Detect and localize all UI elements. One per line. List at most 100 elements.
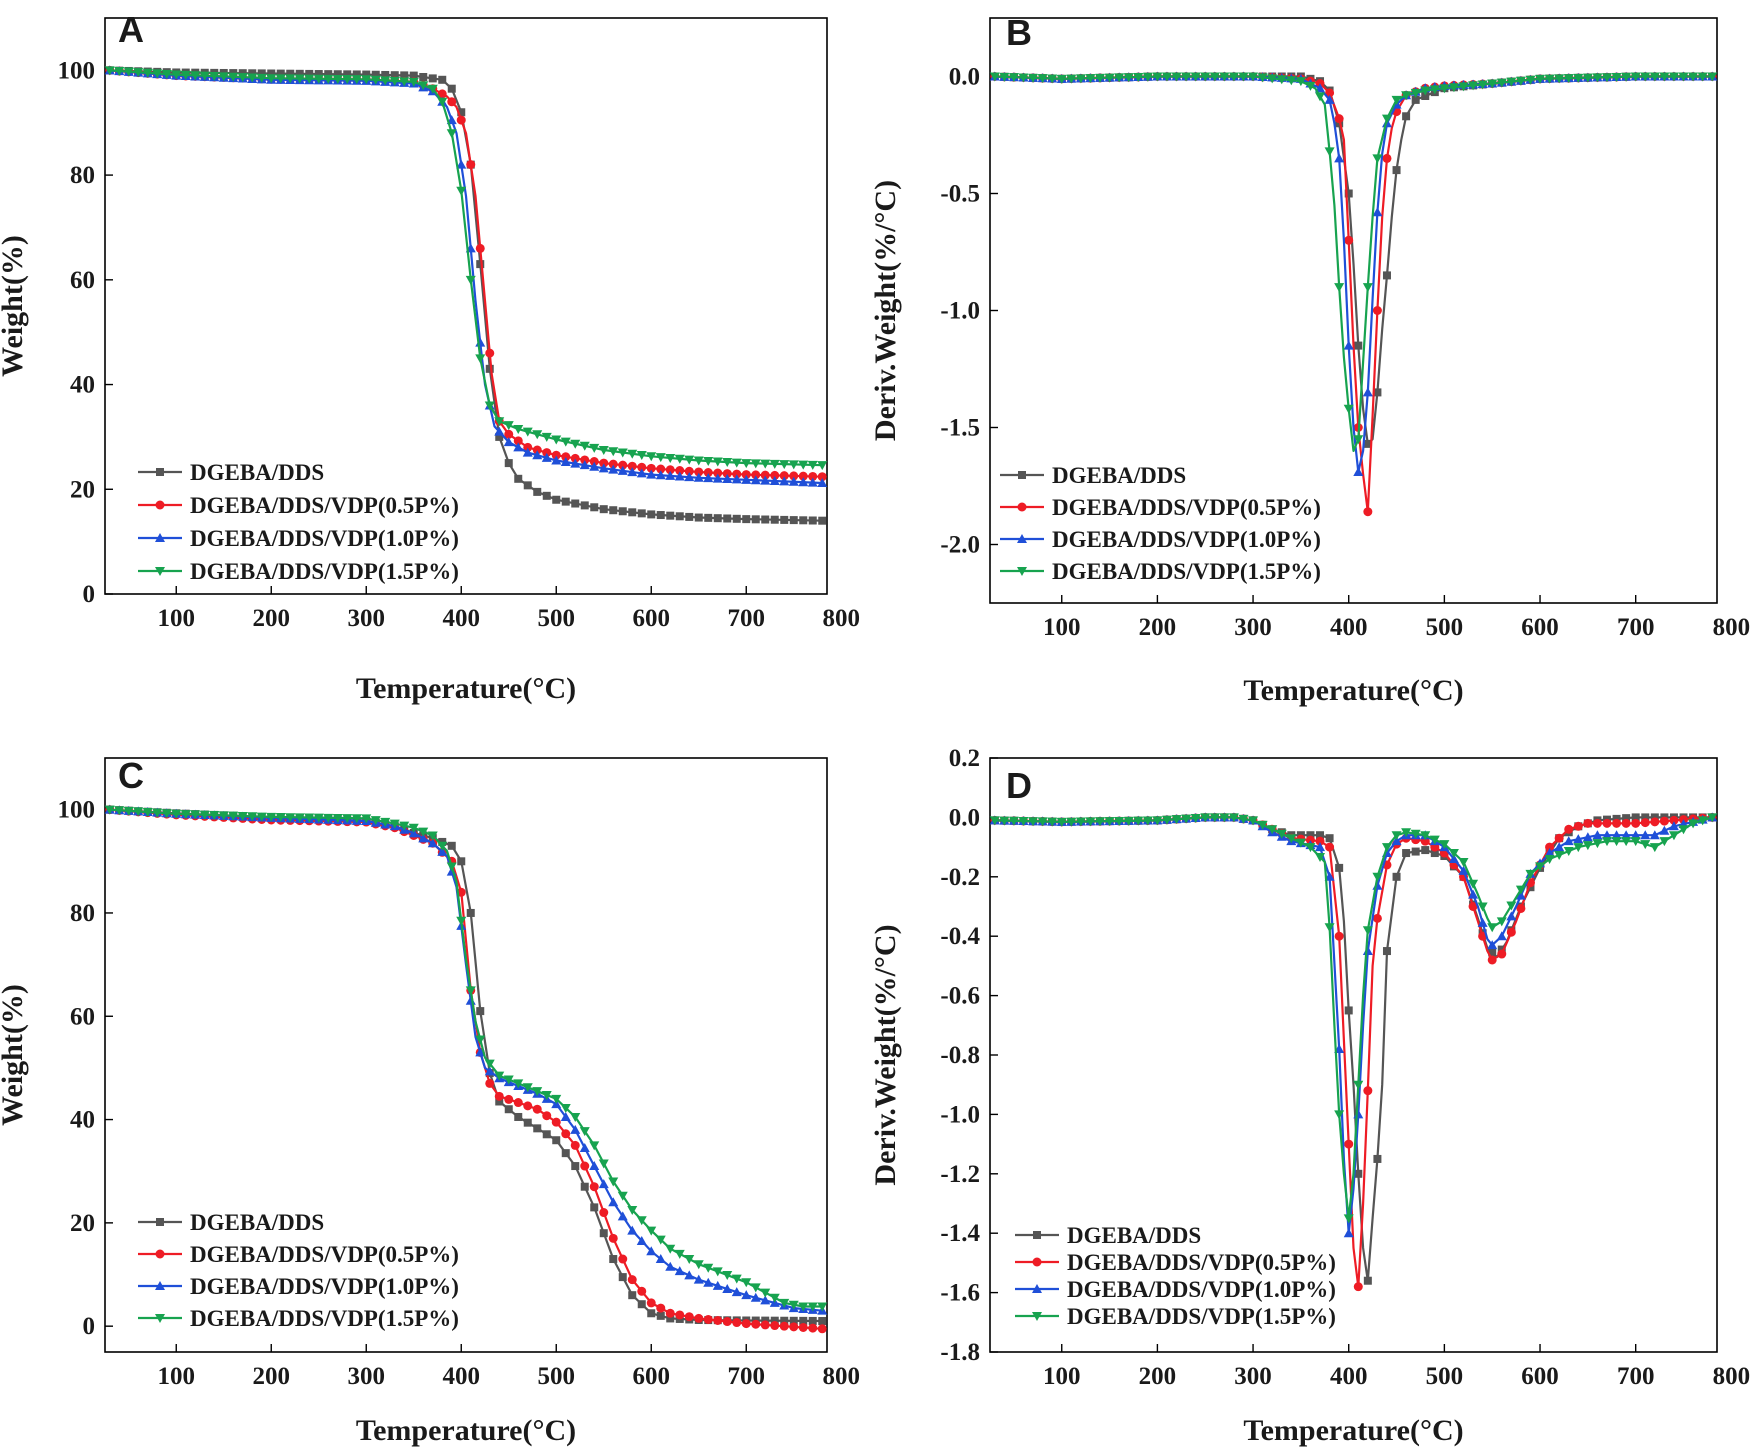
- data-point: [760, 1320, 770, 1330]
- data-point: [1362, 283, 1373, 293]
- y-axis-label: Weight(%): [0, 235, 29, 377]
- data-point: [751, 470, 761, 480]
- legend-label: DGEBA/DDS: [1052, 463, 1186, 488]
- data-point: [1477, 917, 1488, 927]
- data-point: [503, 437, 514, 447]
- data-point: [799, 516, 808, 525]
- data-point: [694, 513, 703, 522]
- data-point: [817, 472, 827, 482]
- data-point: [1161, 72, 1172, 82]
- data-point: [666, 511, 675, 520]
- data-point: [674, 1249, 685, 1259]
- data-point: [342, 75, 353, 85]
- data-point: [513, 1079, 524, 1089]
- data-point: [1697, 816, 1708, 826]
- data-point: [343, 70, 352, 79]
- data-point: [1295, 838, 1306, 848]
- data-point: [1372, 306, 1382, 315]
- x-tick-label: 400: [443, 1363, 481, 1390]
- data-point: [1439, 84, 1450, 94]
- data-point: [1353, 466, 1364, 476]
- data-point: [171, 809, 182, 819]
- legend-marker: [1032, 1257, 1042, 1267]
- data-point: [1334, 283, 1345, 293]
- legend-label: DGEBA/DDS: [1067, 1223, 1201, 1248]
- data-point: [636, 1216, 647, 1226]
- y-tick-label: 0: [83, 581, 96, 608]
- data-point: [1630, 830, 1641, 840]
- data-point: [1582, 841, 1593, 851]
- data-point: [731, 1287, 742, 1297]
- data-point: [1344, 189, 1353, 198]
- data-point: [400, 71, 409, 80]
- data-point: [589, 461, 600, 471]
- data-point: [1659, 825, 1670, 835]
- data-point: [579, 460, 590, 470]
- data-point: [1085, 74, 1096, 84]
- data-point: [1707, 813, 1718, 823]
- data-point: [579, 1127, 590, 1137]
- data-point: [1354, 1169, 1363, 1178]
- data-point: [399, 77, 410, 87]
- data-point: [779, 471, 789, 481]
- data-point: [579, 441, 590, 451]
- data-point: [161, 809, 172, 819]
- data-point: [1630, 72, 1641, 82]
- data-point: [656, 511, 665, 520]
- data-point: [1402, 849, 1411, 858]
- data-point: [427, 831, 438, 841]
- data-point: [599, 458, 609, 468]
- data-point: [675, 466, 685, 476]
- data-point: [1171, 72, 1182, 82]
- data-point: [1181, 814, 1192, 824]
- y-tick-label: -0.6: [940, 983, 980, 1010]
- data-point: [1458, 857, 1469, 867]
- data-point: [152, 808, 163, 818]
- data-point: [228, 811, 239, 821]
- data-point: [598, 1159, 609, 1169]
- data-point: [1668, 831, 1679, 841]
- data-point: [1573, 843, 1584, 853]
- data-point: [655, 453, 666, 463]
- x-tick-label: 100: [1043, 614, 1081, 641]
- data-point: [256, 73, 267, 83]
- data-point: [1622, 814, 1631, 823]
- data-point: [788, 460, 799, 470]
- data-point: [731, 474, 742, 484]
- data-point: [989, 816, 1000, 826]
- data-point: [1324, 147, 1335, 157]
- data-point: [627, 461, 637, 471]
- data-point: [1267, 825, 1278, 835]
- data-point: [1325, 842, 1335, 852]
- data-point: [1353, 435, 1364, 445]
- data-point: [1496, 78, 1507, 88]
- data-point: [1448, 83, 1459, 93]
- data-point: [1325, 88, 1335, 98]
- data-point: [437, 846, 448, 856]
- x-tick-label: 800: [823, 1363, 861, 1390]
- data-point: [617, 1191, 628, 1201]
- data-point: [418, 833, 429, 843]
- data-point: [523, 1101, 533, 1111]
- data-point: [789, 516, 798, 525]
- data-point: [1554, 833, 1564, 843]
- data-point: [1410, 829, 1421, 839]
- data-point: [1075, 74, 1086, 84]
- data-point: [693, 1260, 704, 1270]
- data-point: [779, 1321, 789, 1331]
- data-point: [371, 70, 380, 79]
- data-point: [1392, 166, 1401, 175]
- data-point: [1430, 849, 1439, 858]
- data-point: [656, 1311, 665, 1320]
- data-point: [1190, 72, 1201, 82]
- x-tick-label: 300: [1234, 614, 1272, 641]
- data-point: [1468, 81, 1479, 91]
- data-point: [190, 810, 201, 820]
- data-point: [1641, 813, 1650, 822]
- series-2: [990, 812, 1717, 1292]
- data-point: [533, 487, 542, 496]
- data-point: [1612, 818, 1622, 828]
- data-point: [770, 1316, 779, 1325]
- data-point: [999, 72, 1010, 82]
